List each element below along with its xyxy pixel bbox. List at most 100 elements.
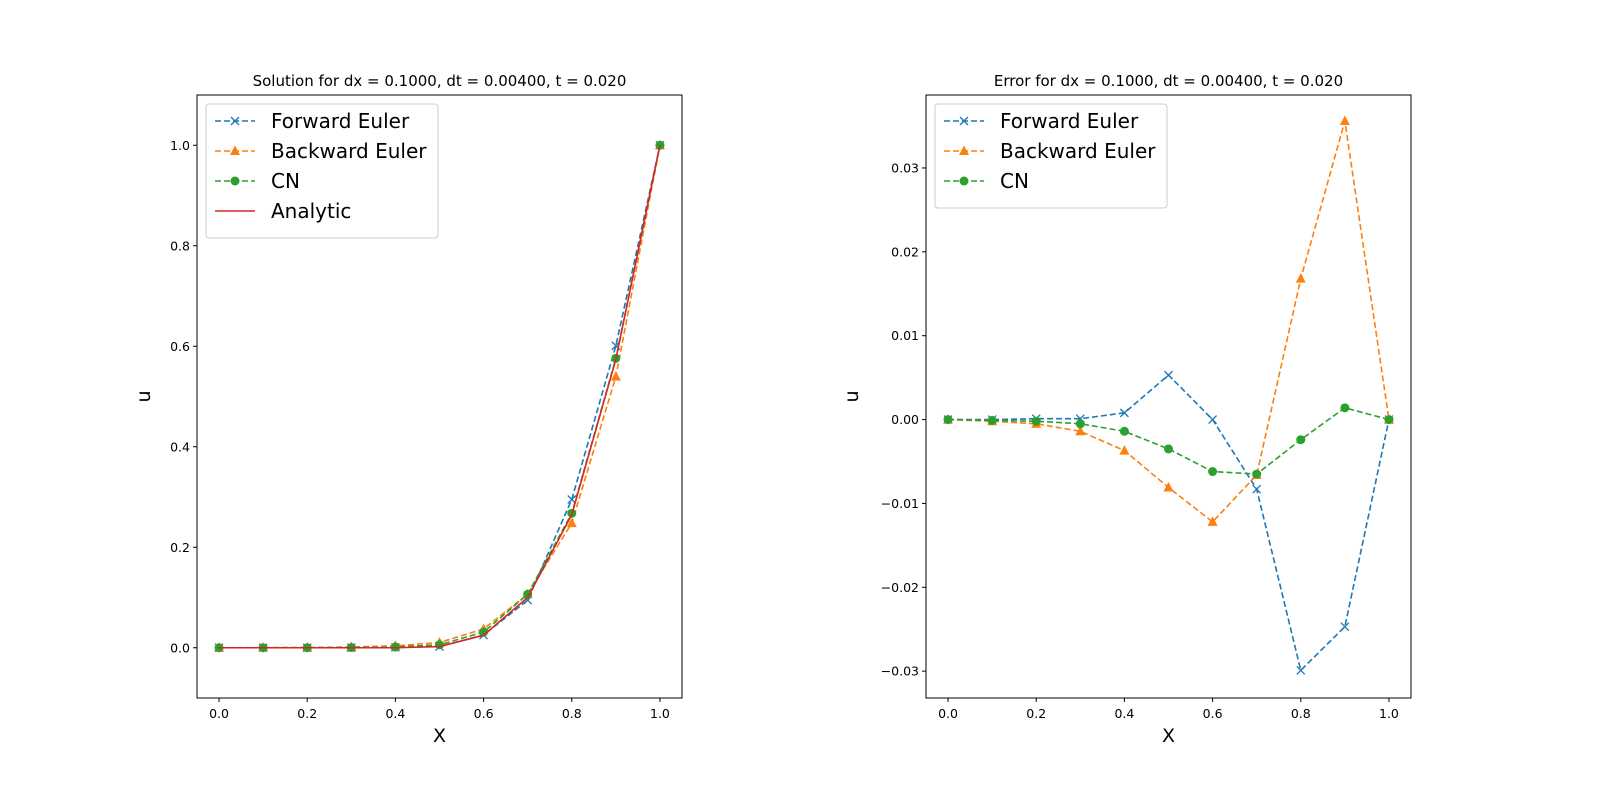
data-point [1296, 665, 1306, 675]
data-point [1252, 484, 1262, 494]
x-tick-label: 0.4 [1114, 706, 1134, 721]
data-point [1119, 426, 1129, 436]
x-tick-label: 0.8 [562, 706, 582, 721]
legend: Forward Euler Backward Euler CN Analytic [205, 103, 439, 239]
y-tick-label: −0.03 [881, 664, 919, 679]
marker-stroke [1164, 370, 1173, 380]
data-point [1339, 115, 1350, 125]
legend-item: CN [944, 169, 1029, 193]
data-point [1384, 415, 1394, 425]
legend-marker [230, 145, 240, 155]
solution-chart: Solution for dx = 0.1000, dt = 0.00400, … [133, 72, 683, 747]
legend-label: CN [271, 169, 300, 193]
data-point [1075, 419, 1085, 429]
plot-frame [925, 94, 1412, 699]
data-point [987, 415, 997, 425]
data-point [479, 627, 489, 637]
data-point [1208, 467, 1218, 477]
data-point [1163, 481, 1174, 492]
chart-title: Solution for dx = 0.1000, dt = 0.00400, … [253, 72, 627, 90]
legend-marker [959, 116, 969, 126]
marker-stroke [567, 495, 577, 504]
x-axis-label: X [1162, 725, 1175, 747]
legend-label: Forward Euler [1000, 109, 1139, 133]
x-tick-label: 0.0 [938, 706, 958, 721]
y-tick-label: 0.03 [891, 160, 919, 175]
plot-frame [196, 94, 683, 699]
data-point [1119, 445, 1130, 455]
legend-label: Forward Euler [271, 109, 410, 133]
legend-box [205, 103, 439, 239]
y-axis-label: u [841, 390, 863, 402]
y-tick-label: 0.0 [170, 640, 190, 655]
marker-stroke [230, 116, 240, 126]
y-tick-label: 0.4 [170, 439, 190, 454]
chart-title: Error for dx = 0.1000, dt = 0.00400, t =… [994, 72, 1343, 90]
x-tick-label: 0.2 [1026, 706, 1046, 721]
y-tick-label: 0.02 [891, 244, 919, 259]
data-point [1252, 469, 1262, 479]
legend-item: Backward Euler [215, 139, 427, 163]
x-tick-label: 1.0 [1379, 706, 1399, 721]
data-point [1295, 273, 1306, 283]
x-tick-label: 0.6 [474, 706, 494, 721]
x-tick-label: 0.6 [1203, 706, 1223, 721]
data-point [1075, 425, 1086, 436]
y-tick-label: 0.2 [170, 540, 190, 555]
marker-stroke [959, 116, 969, 126]
data-point [1031, 416, 1041, 426]
legend-marker [959, 176, 969, 186]
y-tick-label: 0.8 [170, 238, 190, 253]
y-tick-label: 0.6 [170, 339, 190, 354]
data-point [1164, 444, 1173, 454]
series-cn [943, 403, 1394, 479]
legend-label: CN [1000, 169, 1029, 193]
data-point [1340, 403, 1350, 413]
data-point [610, 371, 621, 381]
series-line [948, 374, 1390, 672]
legend-item: Forward Euler [215, 109, 410, 133]
legend-item: CN [215, 169, 300, 193]
data-point [943, 415, 953, 425]
legend-item: Backward Euler [944, 139, 1156, 163]
marker-stroke [1340, 622, 1350, 632]
y-tick-label: −0.01 [881, 496, 919, 511]
y-axis-label: u [133, 390, 155, 402]
legend-label: Analytic [271, 199, 351, 223]
x-tick-label: 0.0 [209, 706, 229, 721]
data-point [655, 140, 665, 150]
x-tick-label: 1.0 [650, 706, 670, 721]
marker-stroke [1119, 408, 1129, 418]
legend-label: Backward Euler [271, 139, 427, 163]
x-tick-label: 0.4 [385, 706, 405, 721]
legend-item: Analytic [215, 199, 351, 223]
y-tick-label: 0.01 [891, 328, 919, 343]
series-line [948, 407, 1390, 475]
data-point [1340, 622, 1350, 632]
series-analytic [219, 145, 661, 649]
x-axis-label: X [433, 725, 446, 747]
x-tick-label: 0.2 [297, 706, 317, 721]
data-point [1119, 408, 1129, 418]
marker-stroke [1252, 484, 1262, 494]
y-tick-label: 0.00 [891, 412, 919, 427]
legend-item: Forward Euler [944, 109, 1139, 133]
x-tick-label: 0.8 [1291, 706, 1311, 721]
marker-stroke [1208, 415, 1218, 425]
data-point [1208, 415, 1218, 425]
marker-stroke [1296, 665, 1306, 675]
data-point [1207, 516, 1218, 526]
legend-marker [230, 116, 240, 126]
legend-marker [959, 145, 969, 155]
legend-label: Backward Euler [1000, 139, 1156, 163]
series-forward-euler [943, 370, 1394, 675]
data-point [214, 643, 224, 653]
series-line [219, 145, 661, 649]
legend-marker [230, 176, 240, 186]
error-chart: Error for dx = 0.1000, dt = 0.00400, t =… [841, 72, 1412, 747]
data-point [1296, 435, 1306, 445]
legend-box [934, 103, 1168, 209]
y-tick-label: −0.02 [881, 580, 919, 595]
data-point [566, 517, 577, 528]
